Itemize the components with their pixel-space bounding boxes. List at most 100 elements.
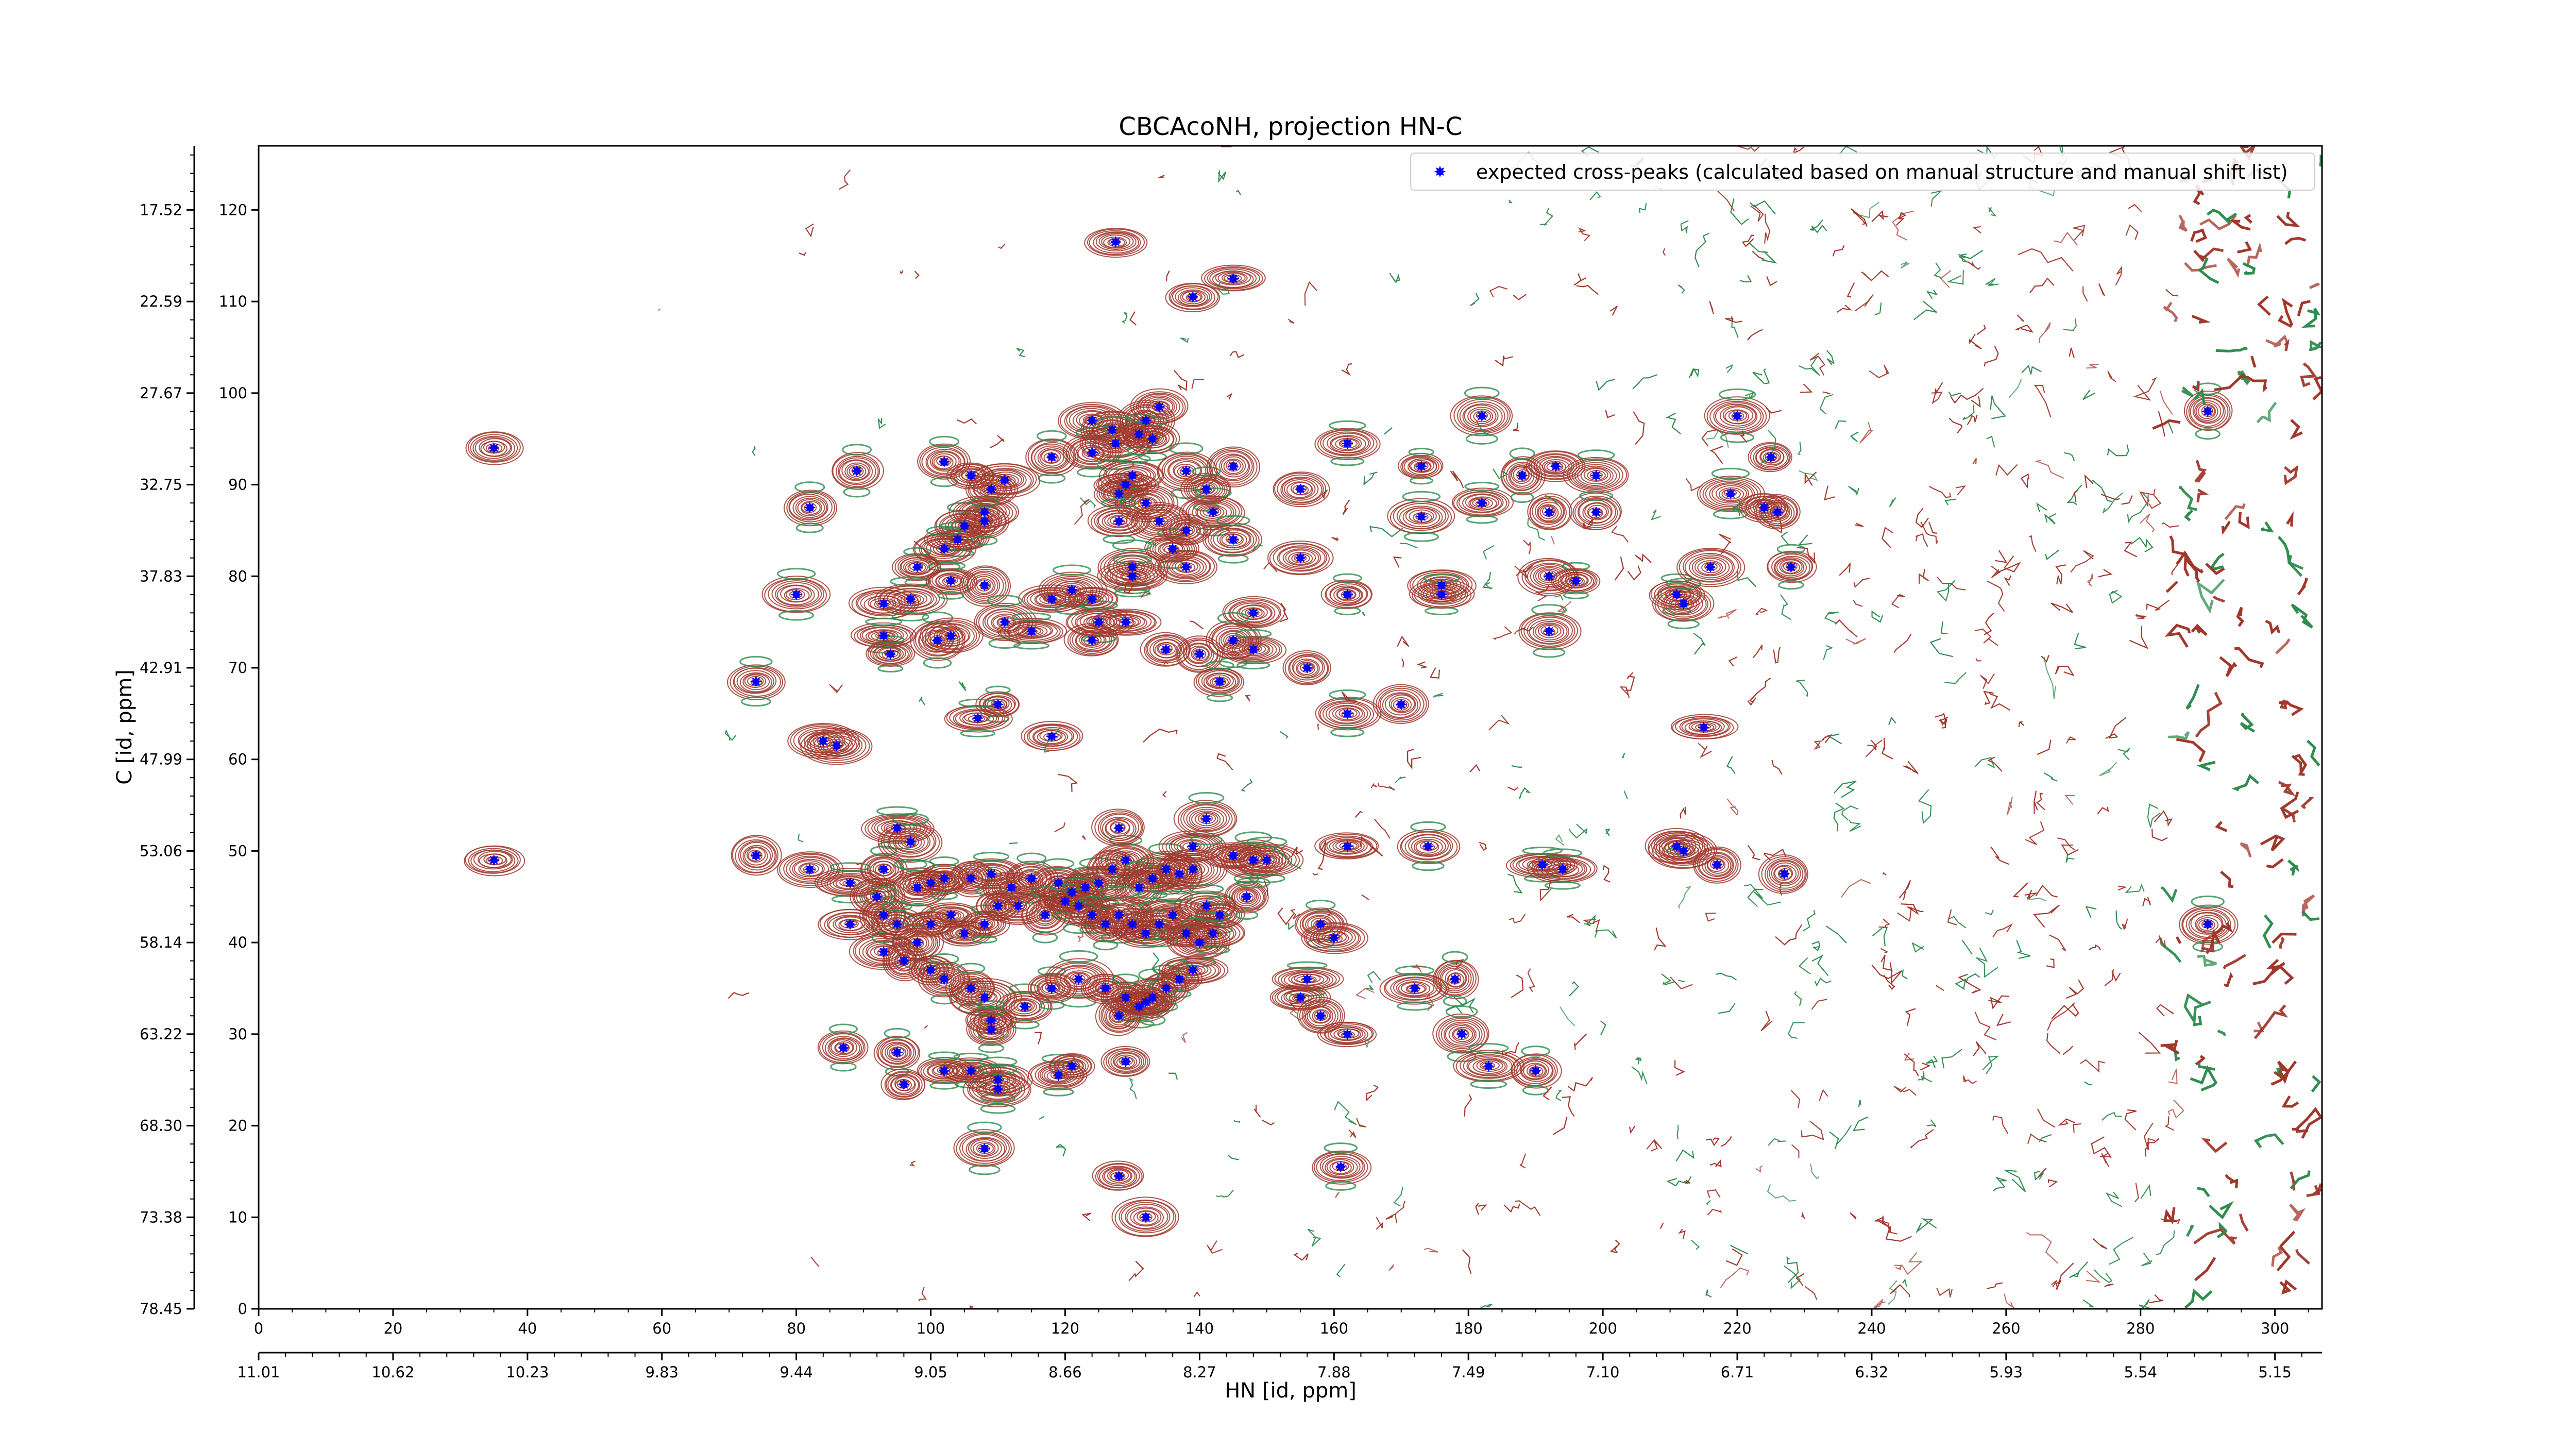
- cross-peak-point: [1342, 1028, 1353, 1040]
- noise-contour: [1262, 1120, 1275, 1125]
- noise-contour: [1800, 383, 1813, 393]
- noise-contour: [1507, 873, 1523, 894]
- x-tick-label: 140: [1185, 1320, 1214, 1337]
- noise-contour: [2098, 569, 2113, 578]
- noise-contour: [1174, 369, 1188, 391]
- noise-contour: [810, 1256, 820, 1267]
- cross-peak-point: [925, 964, 937, 976]
- cross-peak-point: [898, 955, 910, 967]
- noise-contour: [1168, 1072, 1178, 1080]
- noise-contour: [1539, 880, 1552, 902]
- cross-peak-point: [1120, 991, 1132, 1004]
- cross-peak-point: [1140, 996, 1152, 1008]
- noise-contour: [2191, 314, 2211, 324]
- noise-contour: [1832, 245, 1845, 257]
- cross-peak-point: [1093, 616, 1105, 628]
- peak-contour: [832, 444, 884, 498]
- noise-contour: [2097, 806, 2109, 815]
- noise-contour: [1962, 405, 1975, 420]
- noise-contour: [2196, 579, 2225, 614]
- cross-peak-point: [1778, 868, 1790, 880]
- noise-contour: [1158, 175, 1165, 178]
- noise-contour: [1348, 1129, 1357, 1138]
- noise-contour: [1081, 1212, 1091, 1221]
- noise-contour: [1885, 1226, 1912, 1242]
- noise-contour: [1589, 191, 1601, 200]
- noise-contour: [2272, 932, 2297, 944]
- noise-contour: [2070, 550, 2094, 573]
- cross-peak-point: [1086, 634, 1098, 646]
- noise-contour: [2163, 301, 2178, 323]
- cross-peak-point: [992, 900, 1004, 912]
- noise-contour: [1845, 638, 1867, 645]
- cross-peak-point: [1704, 561, 1717, 573]
- cross-peak-point: [1247, 644, 1259, 655]
- noise-contour: [1717, 609, 1737, 619]
- noise-contour: [1992, 923, 2013, 938]
- noise-contour: [2301, 910, 2320, 921]
- noise-contour: [2291, 755, 2302, 774]
- noise-contour: [1540, 208, 1554, 226]
- noise-contour: [1740, 430, 1748, 443]
- noise-contour: [1720, 1267, 1750, 1289]
- noise-contour: [2104, 969, 2121, 986]
- noise-contour: [2199, 214, 2237, 231]
- cross-peak-point: [1140, 414, 1152, 427]
- noise-contour: [1602, 865, 1611, 883]
- cross-peak-point: [992, 1083, 1004, 1095]
- noise-contour: [1985, 278, 1999, 287]
- x-tick-label: 80: [787, 1320, 806, 1337]
- noise-contour: [1811, 224, 1827, 233]
- noise-contour: [1892, 210, 1914, 241]
- peak-contour: [1652, 578, 1715, 629]
- y2-tick-label: 42.91: [140, 659, 182, 677]
- noise-contour: [1773, 647, 1781, 664]
- y-tick-label: 80: [228, 567, 247, 585]
- noise-contour: [2084, 474, 2094, 488]
- noise-contour: [1341, 363, 1352, 376]
- noise-contour: [1366, 984, 1375, 990]
- noise-contour: [1902, 969, 1908, 980]
- peak-contour: [1158, 955, 1229, 984]
- noise-contour: [1797, 547, 1815, 564]
- noise-contour: [1417, 661, 1428, 669]
- noise-contour: [1920, 1062, 1931, 1071]
- noise-contour: [1988, 995, 2009, 1009]
- noise-contour: [2085, 906, 2097, 918]
- noise-contour: [1980, 673, 1995, 689]
- noise-contour: [2025, 821, 2045, 846]
- cross-peak-point: [1227, 850, 1239, 862]
- noise-contour: [1501, 1042, 1520, 1056]
- cross-peak-point: [750, 676, 762, 687]
- noise-contour: [1983, 690, 1994, 705]
- cross-peak-point: [1711, 858, 1723, 871]
- cross-peak-point: [1543, 506, 1555, 518]
- noise-contour: [2195, 692, 2223, 738]
- noise-contour: [2257, 295, 2271, 316]
- cross-peak-point: [1005, 882, 1018, 894]
- cross-peak-point: [978, 579, 991, 592]
- x2-tick-label: 6.32: [1855, 1363, 1889, 1381]
- x-tick-label: 120: [1051, 1320, 1079, 1337]
- noise-contour: [1190, 620, 1204, 630]
- noise-contour: [1891, 594, 1906, 609]
- noise-contour: [2196, 488, 2209, 503]
- noise-contour: [1975, 658, 1981, 662]
- noise-contour: [1858, 1100, 1861, 1107]
- noise-contour: [1519, 1153, 1527, 1169]
- cross-peak-point: [972, 712, 984, 724]
- noise-contour: [1706, 1200, 1711, 1205]
- y2-tick-label: 32.75: [140, 476, 182, 494]
- noise-contour: [2039, 322, 2051, 344]
- noise-contour: [1364, 1037, 1370, 1049]
- noise-contour: [2109, 589, 2123, 604]
- cross-peak-point: [1099, 982, 1111, 995]
- noise-contour: [2142, 897, 2151, 906]
- noise-contour: [2306, 739, 2320, 767]
- noise-contours: [658, 145, 2323, 1309]
- noise-contour: [2062, 1046, 2073, 1055]
- secondary-x-axis: 11.01 10.62 10.23 9.83 9.44 9.05 8.66 8.27 7.88 7…: [237, 1352, 2322, 1381]
- noise-contour: [2312, 376, 2323, 400]
- noise-contour: [1935, 382, 1943, 396]
- noise-contour: [1819, 1089, 1828, 1101]
